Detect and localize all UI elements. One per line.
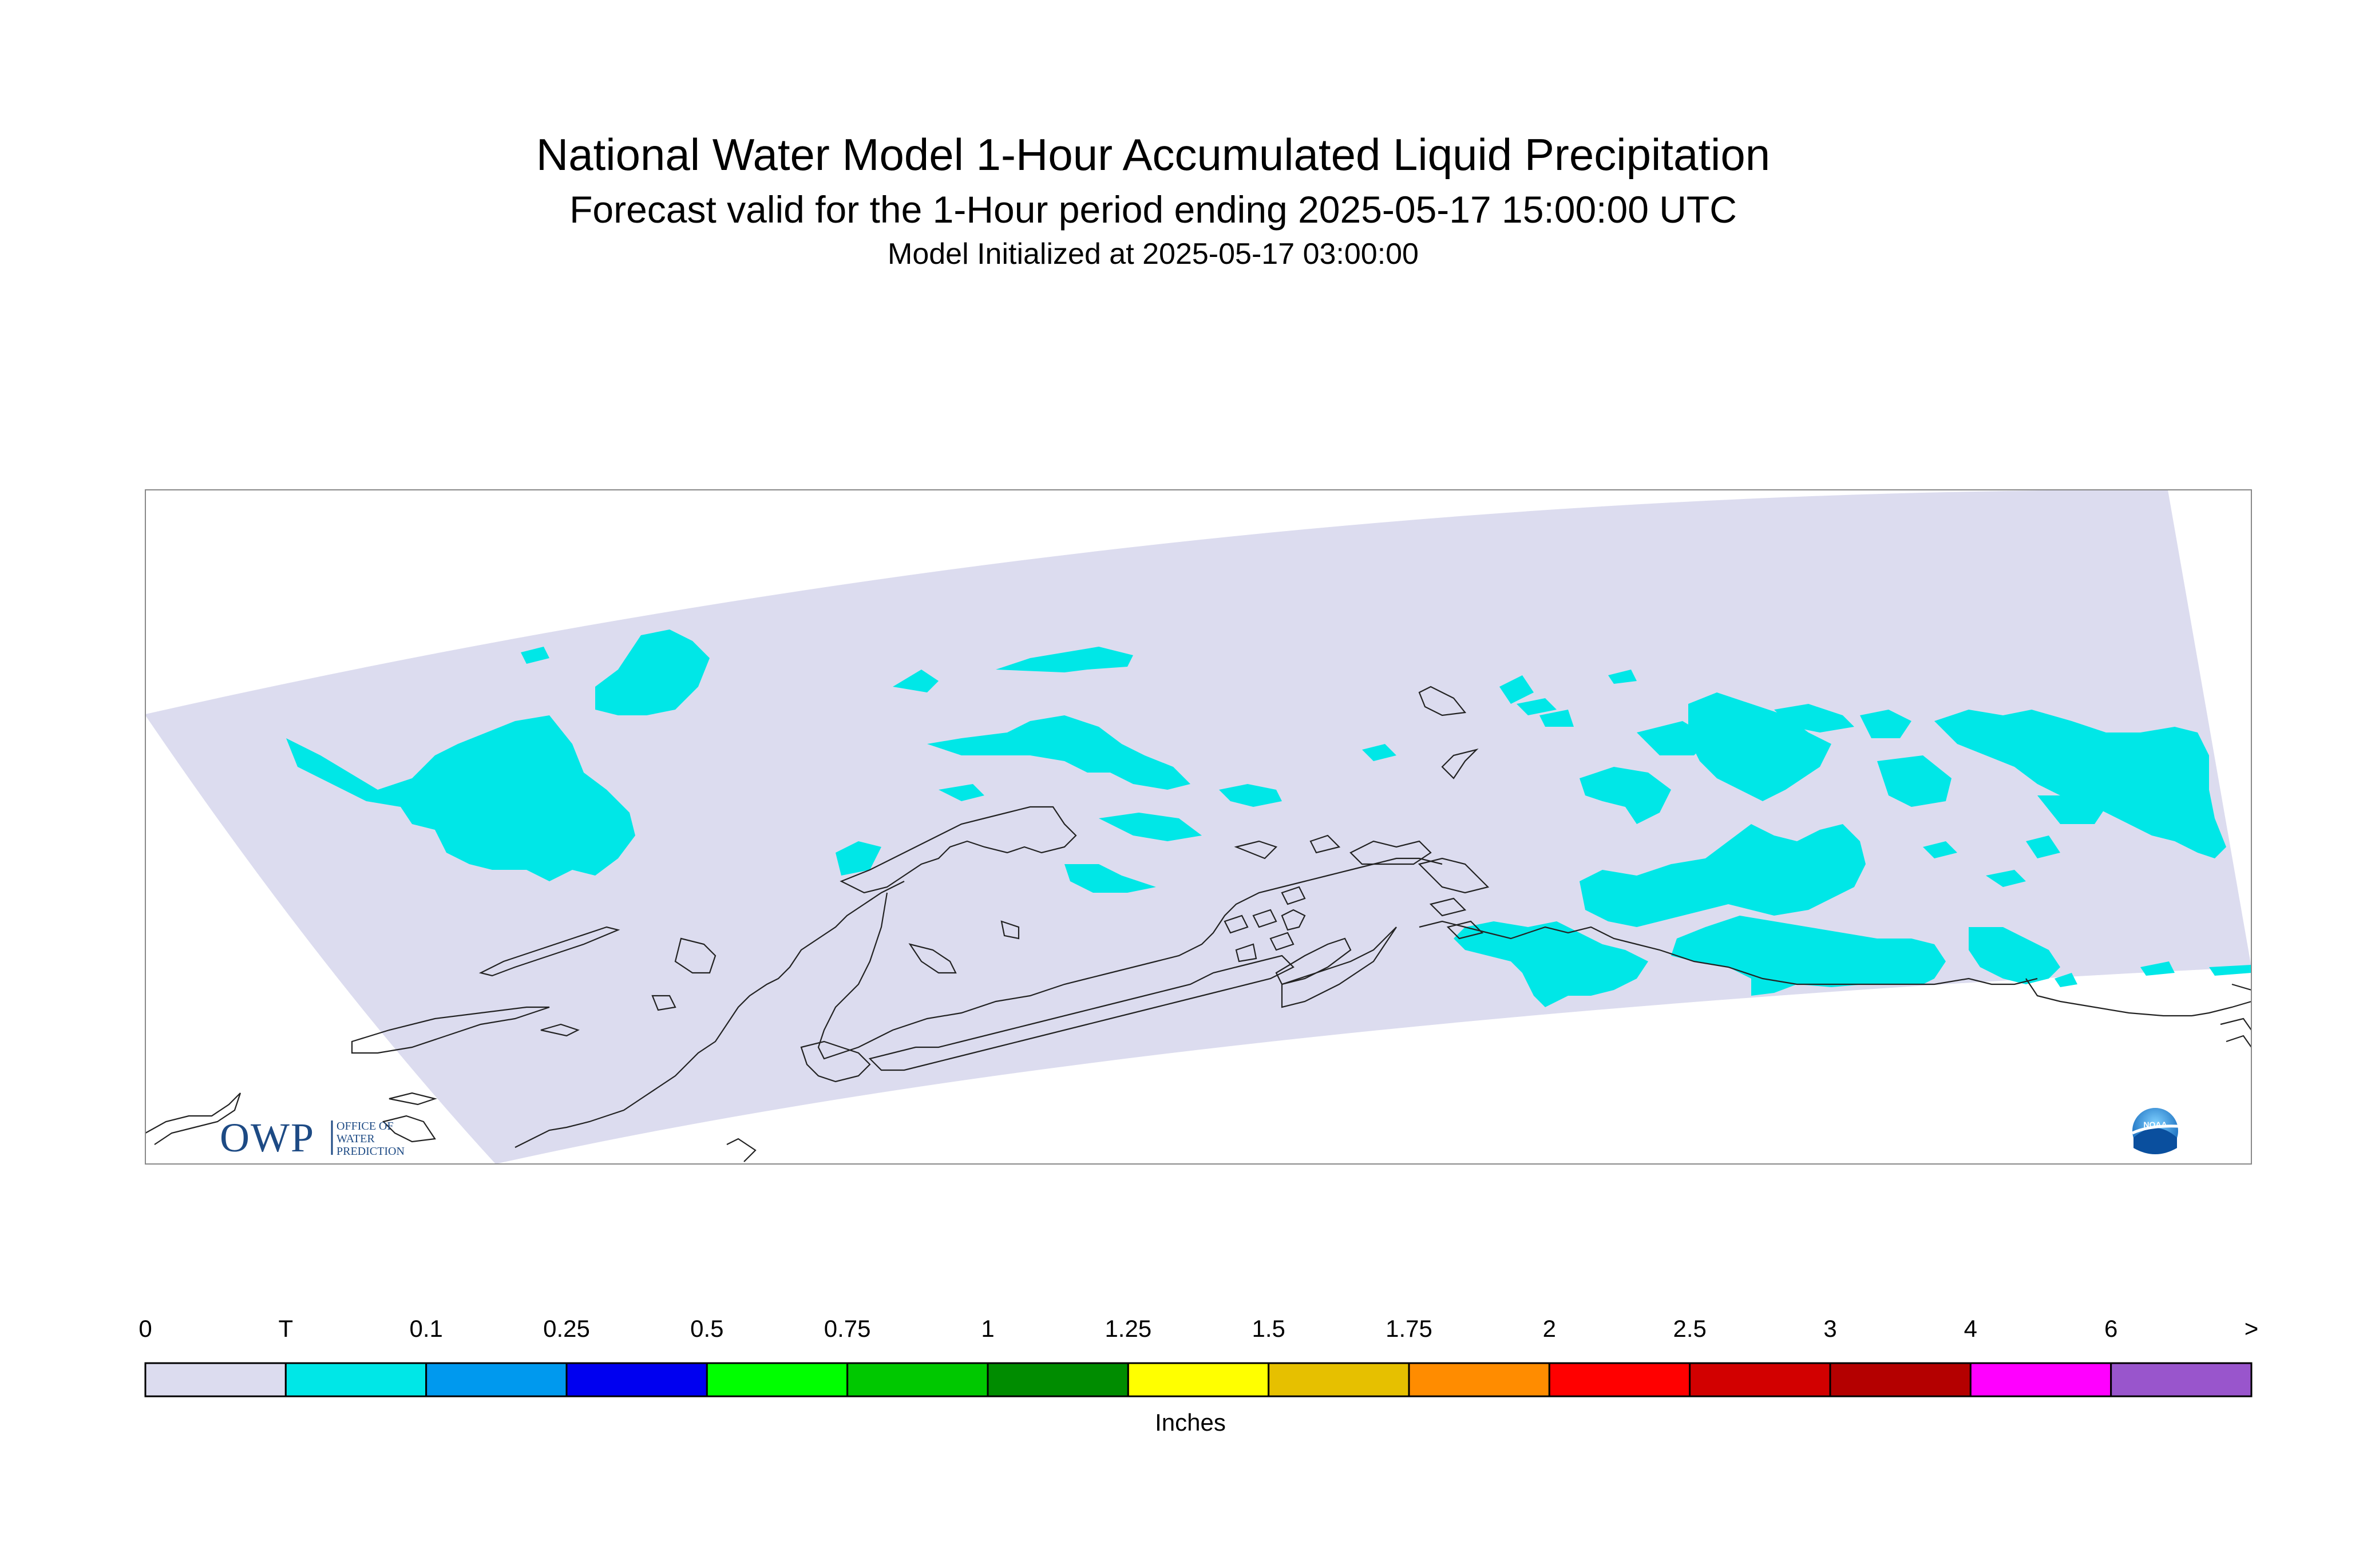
colorbar-bin — [1268, 1362, 1410, 1397]
map-frame — [145, 489, 2252, 1165]
colorbar-tick-label: 0.5 — [690, 1315, 724, 1342]
colorbar-tick-label: 0 — [138, 1315, 152, 1342]
colorbar-bin — [1408, 1362, 1550, 1397]
map-title: National Water Model 1-Hour Accumulated … — [536, 129, 1771, 180]
colorbar-bin — [425, 1362, 568, 1397]
colorbar-tick-label: 2 — [1542, 1315, 1557, 1342]
outside-domain-left — [145, 715, 496, 1164]
colorbar-tick-label: 3 — [1823, 1315, 1837, 1342]
colorbar-tick-label: 1.25 — [1105, 1315, 1152, 1342]
trace-precip-areas — [286, 629, 2251, 1007]
svg-text:NOAA: NOAA — [2143, 1120, 2167, 1129]
colorbar-tick-label: 1.75 — [1386, 1315, 1432, 1342]
colorbar-tick-label: 6 — [2104, 1315, 2118, 1342]
colorbar-bin — [1548, 1362, 1691, 1397]
colorbar-bin — [2110, 1362, 2253, 1397]
colorbar-tick-label: 1.5 — [1252, 1315, 1285, 1342]
colorbar-bin — [144, 1362, 287, 1397]
svg-text:PREDICTION: PREDICTION — [337, 1145, 405, 1158]
colorbar-bin — [987, 1362, 1129, 1397]
colorbar-bin — [706, 1362, 849, 1397]
colorbar-tick-label: T — [278, 1315, 294, 1342]
colorbar — [144, 1362, 2253, 1397]
colorbar-tick-label: 1 — [981, 1315, 995, 1342]
colorbar-bin — [1689, 1362, 1831, 1397]
colorbar-tick-label: 4 — [1964, 1315, 1978, 1342]
colorbar-bin — [846, 1362, 989, 1397]
noaa-logo: NOAA — [2130, 1106, 2180, 1156]
colorbar-bin — [1829, 1362, 1972, 1397]
colorbar-bin — [284, 1362, 428, 1397]
units-label: Inches — [1155, 1409, 1226, 1436]
colorbar-tick-label: > — [2244, 1315, 2259, 1342]
colorbar-tick-label: 0.75 — [824, 1315, 871, 1342]
colorbar-bin — [1969, 1362, 2112, 1397]
colorbar-bin — [565, 1362, 708, 1397]
colorbar-tick-label: 0.1 — [409, 1315, 443, 1342]
model-init-line: Model Initialized at 2025-05-17 03:00:00 — [888, 237, 1419, 271]
colorbar-tick-label: 0.25 — [543, 1315, 590, 1342]
colorbar-bin — [1127, 1362, 1270, 1397]
svg-text:OFFICE OF: OFFICE OF — [337, 1120, 393, 1133]
map-subtitle: Forecast valid for the 1-Hour period end… — [569, 188, 1737, 231]
colorbar-tick-label: 2.5 — [1673, 1315, 1707, 1342]
coastlines — [145, 686, 2251, 1162]
svg-text:WATER: WATER — [337, 1133, 375, 1145]
svg-text:OWP: OWP — [220, 1115, 315, 1161]
owp-logo: OWP OFFICE OF WATER PREDICTION — [220, 1115, 405, 1161]
